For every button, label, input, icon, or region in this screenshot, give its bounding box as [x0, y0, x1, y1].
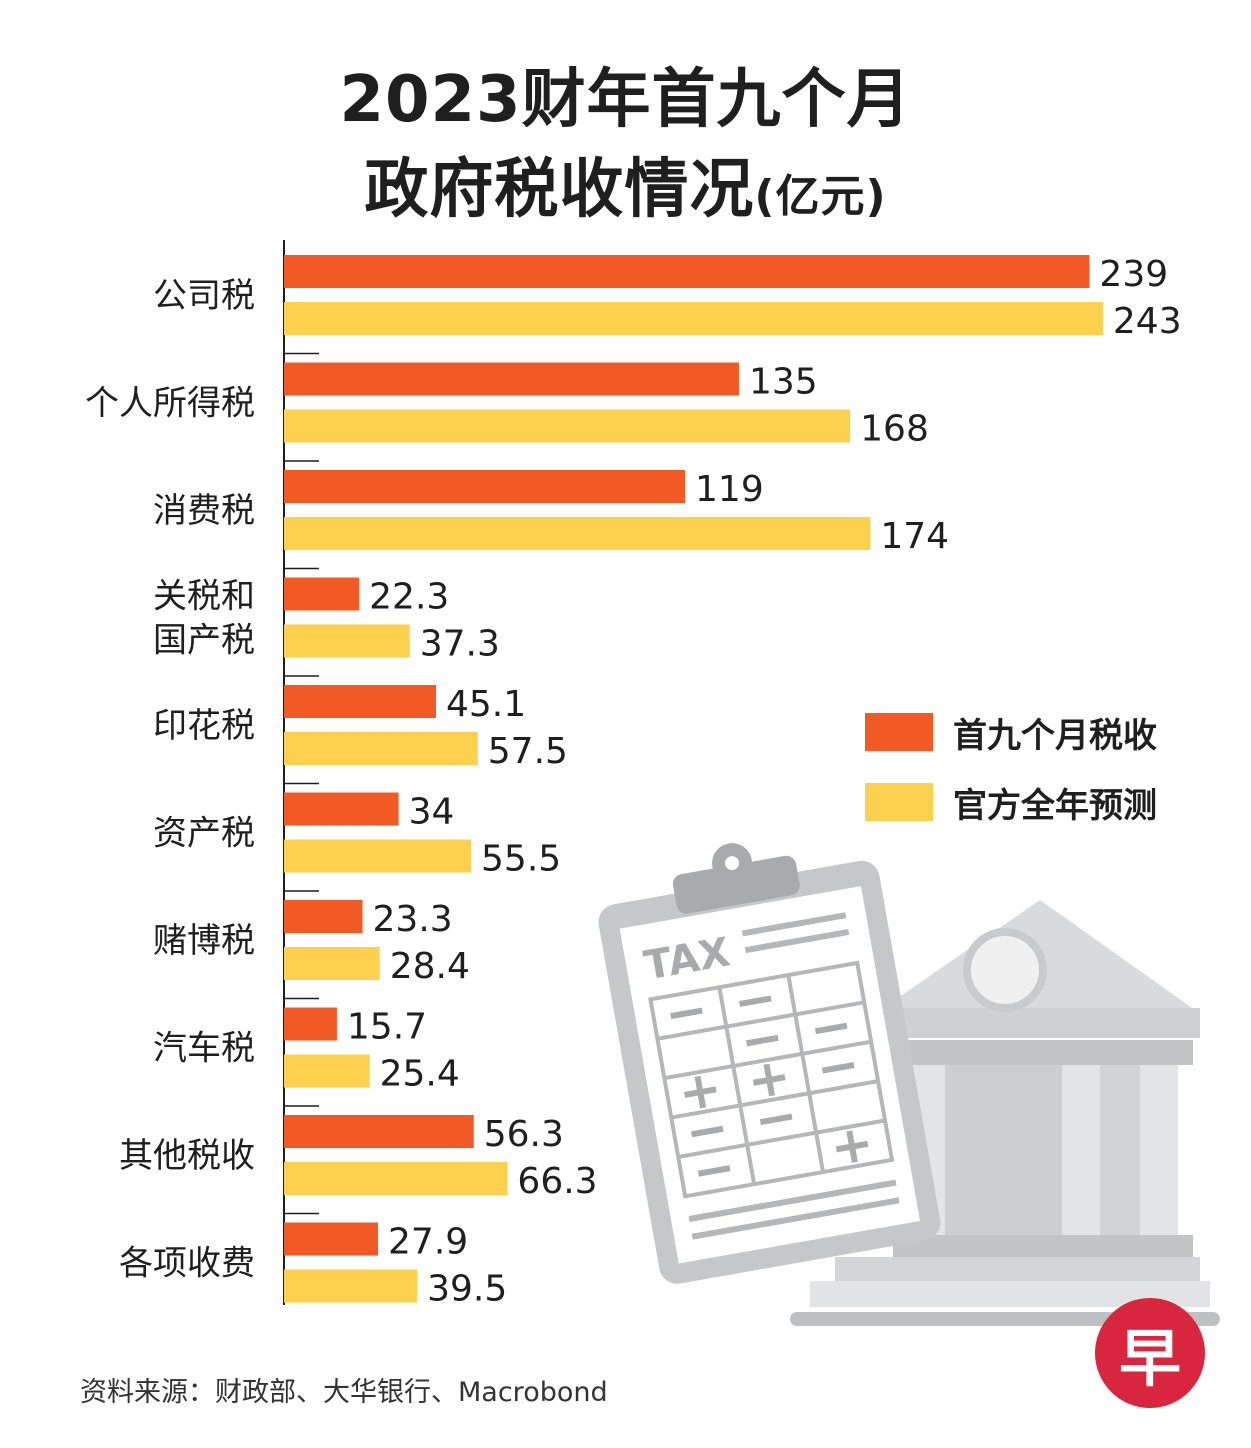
bar-first-nine-months — [284, 1222, 379, 1256]
data-label: 28.4 — [390, 946, 470, 987]
chart-title-main: 政府税收情况 — [364, 153, 755, 227]
zaobao-logo: 早 — [1095, 1298, 1205, 1408]
data-label: 55.5 — [481, 839, 561, 880]
data-label: 15.7 — [347, 1007, 427, 1048]
bar-first-nine-months — [284, 1115, 474, 1148]
category-label: 汽车税 — [153, 1029, 255, 1069]
bar-full-year-forecast — [284, 1054, 370, 1088]
category-label: 赌博税 — [153, 921, 255, 961]
data-label: 27.9 — [388, 1222, 468, 1263]
bar-full-year-forecast — [284, 409, 851, 443]
bar-full-year-forecast — [284, 624, 410, 658]
legend-item-full-year-forecast: 官方全年预测 — [865, 780, 1157, 826]
category-label: 个人所得税 — [85, 384, 255, 424]
bar-first-nine-months — [284, 362, 739, 396]
data-label: 168 — [860, 409, 929, 450]
category-label: 资产税 — [153, 814, 255, 854]
legend-item-first-nine-months: 首九个月税收 — [865, 710, 1157, 756]
legend-swatch-orange — [865, 713, 933, 751]
category-label: 关税和 — [153, 577, 255, 617]
legend-label: 官方全年预测 — [953, 785, 1157, 826]
data-label: 57.5 — [488, 731, 568, 772]
legend-label: 首九个月税收 — [953, 715, 1157, 756]
data-label: 135 — [749, 362, 818, 403]
data-label: 25.4 — [380, 1054, 460, 1095]
data-label: 45.1 — [446, 684, 526, 725]
data-label: 243 — [1113, 301, 1182, 342]
data-label: 34 — [409, 792, 455, 833]
chart-title-line1: 2023财年首九个月 — [339, 63, 912, 137]
data-label: 39.5 — [427, 1269, 507, 1310]
data-label: 174 — [880, 516, 949, 557]
category-label: 其他税收 — [119, 1136, 255, 1176]
bar-first-nine-months — [284, 1007, 337, 1041]
bar-full-year-forecast — [284, 1269, 418, 1303]
bar-first-nine-months — [284, 792, 399, 826]
tax-clipboard-icon: TAX — [598, 843, 941, 1284]
category-label: 国产税 — [153, 621, 255, 661]
bar-full-year-forecast — [284, 947, 380, 980]
bar-full-year-forecast — [284, 1162, 508, 1195]
bar-full-year-forecast — [284, 732, 478, 765]
bar-full-year-forecast — [284, 517, 871, 550]
data-label: 56.3 — [484, 1114, 564, 1155]
category-label: 公司税 — [153, 276, 255, 316]
bar-first-nine-months — [284, 255, 1090, 288]
source-note: 资料来源：财政部、大华银行、Macrobond — [80, 1377, 608, 1408]
bar-first-nine-months — [284, 900, 363, 933]
bar-full-year-forecast — [284, 302, 1103, 335]
bar-full-year-forecast — [284, 839, 472, 873]
chart-title-line2: 政府税收情况(亿元) — [0, 138, 1251, 230]
category-label: 消费税 — [153, 491, 255, 531]
bar-first-nine-months — [284, 470, 686, 503]
legend-swatch-yellow — [865, 783, 933, 821]
data-label: 119 — [695, 469, 764, 510]
category-label: 印花税 — [153, 706, 255, 746]
chart-title-unit: (亿元) — [754, 171, 887, 222]
data-label: 66.3 — [517, 1161, 597, 1202]
legend: 首九个月税收 官方全年预测 — [865, 710, 1157, 850]
bar-first-nine-months — [284, 577, 360, 611]
data-label: 37.3 — [420, 624, 500, 665]
government-building-icon — [790, 900, 1220, 1326]
data-label: 23.3 — [373, 899, 453, 940]
data-label: 239 — [1099, 254, 1168, 295]
bar-first-nine-months — [284, 685, 436, 718]
category-label: 各项收费 — [119, 1244, 255, 1284]
data-label: 22.3 — [369, 577, 449, 618]
